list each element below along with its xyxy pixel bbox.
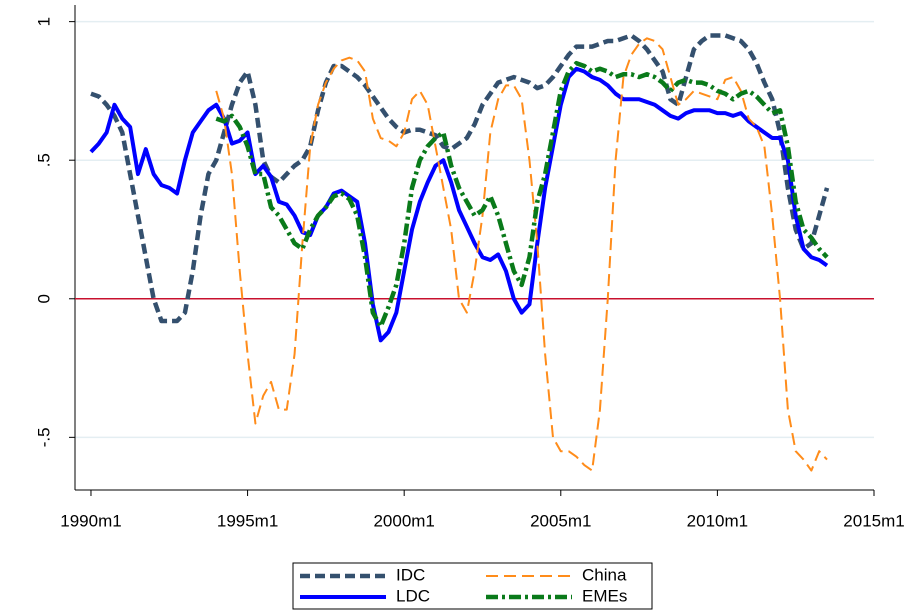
x-tick-label: 2005m1	[530, 511, 591, 530]
line-series	[215, 60, 829, 329]
x-tick-label: 1990m1	[60, 511, 121, 530]
x-tick-label: 1995m1	[217, 511, 278, 530]
y-tick-label: 0	[34, 294, 53, 303]
legend-box	[292, 562, 653, 610]
x-tick-label: 2015m1	[843, 511, 904, 530]
x-tick-label: 2010m1	[687, 511, 748, 530]
line-series	[90, 33, 830, 324]
legend-label: LDC	[396, 586, 430, 605]
legend-label: EMEs	[582, 586, 627, 605]
line-series	[215, 37, 828, 472]
x-tick-label: 2000m1	[373, 511, 434, 530]
y-tick-label: 1	[34, 17, 53, 26]
legend-label: China	[582, 565, 627, 584]
legend-label: IDC	[396, 565, 425, 584]
y-tick-label: -.5	[34, 427, 53, 447]
y-tick-label: .5	[34, 153, 53, 167]
line-series	[89, 66, 829, 343]
